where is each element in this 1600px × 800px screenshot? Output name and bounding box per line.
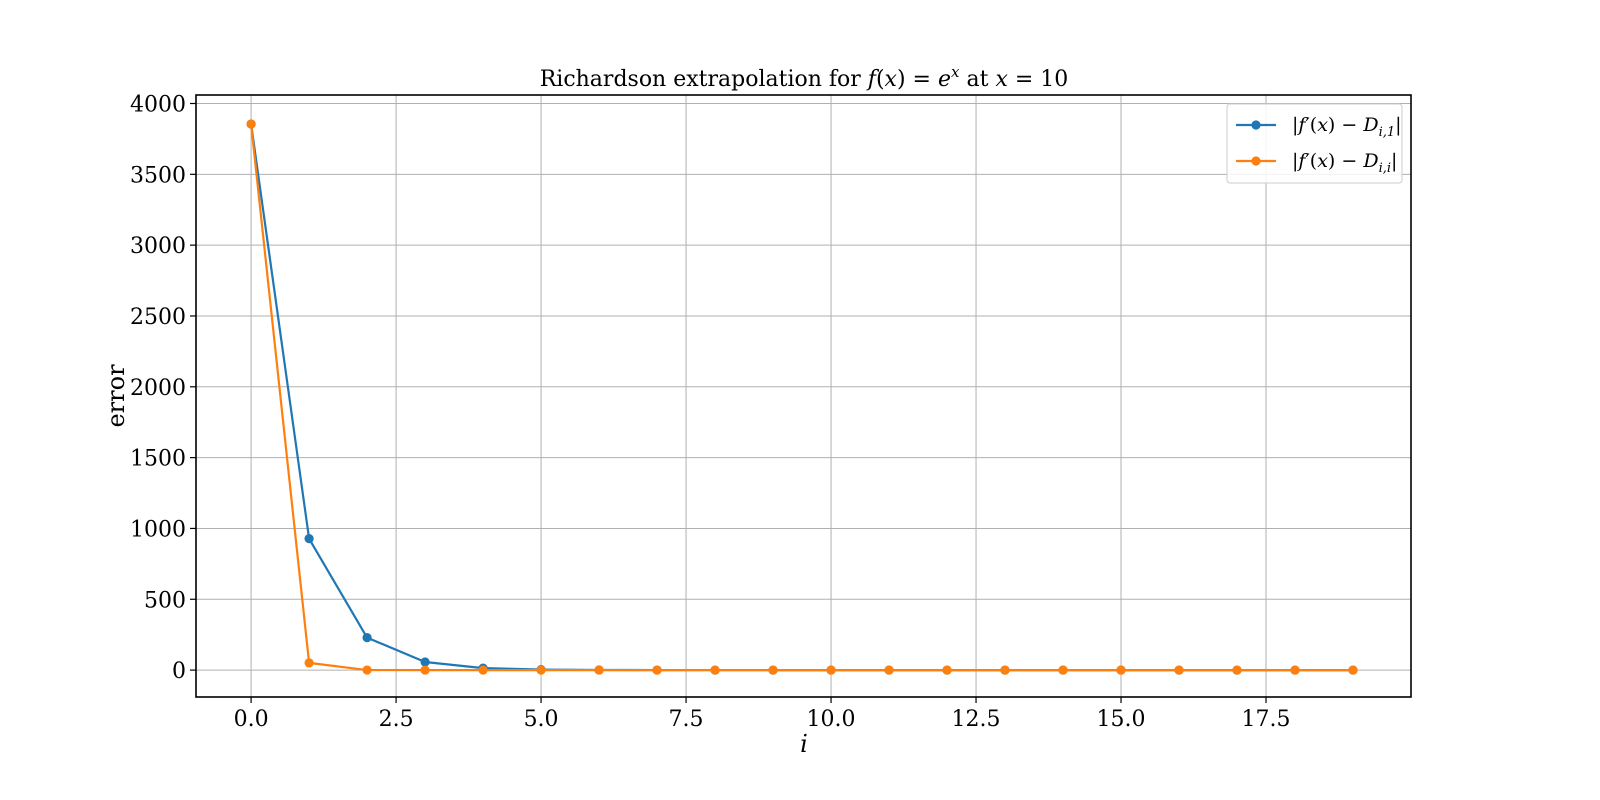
y-tick-label: 3500 [130,163,186,188]
data-point [1348,665,1358,675]
y-tick-label: 2000 [130,376,186,401]
data-point [420,665,430,675]
chart-title: Richardson extrapolation for f(x) = ex a… [540,63,1069,92]
legend-marker [1251,120,1261,130]
legend-label: |f′(x) − Di,1| [1292,114,1402,140]
data-point [942,665,952,675]
x-tick-label: 7.5 [669,707,704,732]
series-2 [246,119,1358,675]
data-point [362,665,372,675]
plot-frame [195,94,1412,698]
title-math-eq: ) = [897,67,938,92]
legend-marker [1251,156,1261,166]
legend: |f′(x) − Di,1| |f′(x) − Di,i| [1226,103,1403,184]
y-tick-label: 1000 [130,517,186,542]
data-point [826,665,836,675]
y-tick-label: 2500 [130,305,186,330]
data-point [884,665,894,675]
data-point [652,665,662,675]
legend-label: |f′(x) − Di,i| [1292,150,1397,176]
y-tick-label: 500 [144,588,186,613]
legend-items: |f′(x) − Di,1| |f′(x) − Di,i| [1236,114,1402,176]
x-axis-label: i [800,730,808,758]
data-point [246,119,256,129]
y-tick-label: 4000 [130,92,186,117]
series-line [250,123,1353,672]
x-tick-label: 15.0 [1097,707,1146,732]
title-text-part: Richardson extrapolation for [540,67,868,92]
data-point [594,665,604,675]
data-point [1290,665,1300,675]
data-point [1232,665,1242,675]
data-point [362,633,372,643]
data-point [420,657,430,667]
data-point [478,665,488,675]
title-math-paren: ( [876,67,885,92]
data-point [710,665,720,675]
data-point [536,665,546,675]
legend-entry: |f′(x) − Di,i| [1236,150,1397,176]
x-tick-label: 5.0 [524,707,559,732]
legend-box [1226,103,1403,184]
legend-entry: |f′(x) − Di,1| [1236,114,1402,140]
x-tick-label: 2.5 [379,707,414,732]
y-tick-label: 1500 [130,447,186,472]
data-point [768,665,778,675]
series-layer [246,119,1358,675]
data-point [1174,665,1184,675]
title-math-e: e [938,67,951,92]
title-math-x: x [885,67,898,92]
title-text-at: at [959,67,995,92]
x-tick-label: 17.5 [1242,707,1291,732]
data-point [304,534,314,544]
x-tick-label: 10.0 [807,707,856,732]
title-math-sup: x [951,63,960,81]
data-point [1058,665,1068,675]
data-point [1000,665,1010,675]
y-tick-label: 0 [172,659,186,684]
title-math-x2: x [995,67,1008,92]
ticks: 0.0 2.5 5.0 7.5 10.0 12.5 15.0 17.5 0 500 1000 1500… [130,92,1291,732]
data-point [1116,665,1126,675]
x-tick-label: 0.0 [234,707,269,732]
data-point [304,658,314,668]
y-axis-label: error [102,364,130,428]
x-tick-label: 12.5 [952,707,1001,732]
title-math-val: = 10 [1008,67,1068,92]
y-tick-label: 3000 [130,234,186,259]
